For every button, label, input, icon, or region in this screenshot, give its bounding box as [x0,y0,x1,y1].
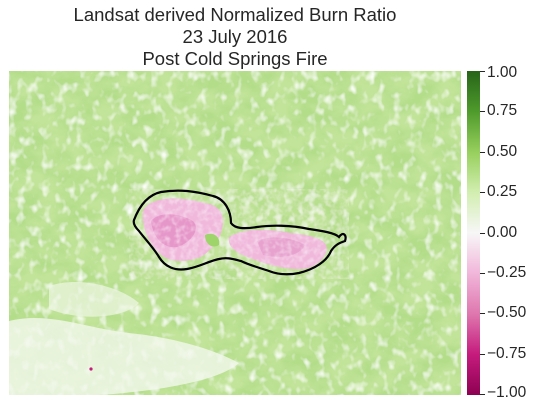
colorbar-tick-label: −1.00 [487,384,527,401]
colorbar-tick [480,394,485,395]
title-line-3: Post Cold Springs Fire [142,48,328,69]
colorbar-tick [480,71,485,72]
map-svg [9,71,461,395]
pale-patch-lower [49,282,139,317]
colorbar-tick [480,192,485,194]
colorbar-tick [480,151,485,153]
colorbar-svg [467,71,480,395]
colorbar-tick-label: 0.00 [487,223,518,241]
colorbar-tick-label: 0.25 [487,183,518,201]
colorbar-tick-label: 1.00 [487,64,518,81]
colorbar-tick [480,232,485,234]
title-line-1: Landsat derived Normalized Burn Ratio [73,4,397,25]
title-line-2: 23 July 2016 [182,26,288,47]
unburned-island [205,233,220,247]
small-burn-spot [89,367,93,371]
colorbar-tick-label: −0.25 [487,263,527,281]
colorbar-tick-label: 0.75 [487,102,518,120]
colorbar-tick [480,111,485,113]
colorbar-tick [480,313,485,315]
colorbar-axis: 1.00 0.75 0.50 0.25 0.00 −0.25 −0.50 −0.75 −1.00 [480,65,538,401]
fire-perimeter [132,189,347,276]
colorbar [467,71,480,395]
colorbar-tick [480,353,485,355]
nbr-raster-map [9,71,461,395]
colorbar-tick-label: −0.75 [487,344,527,362]
colorbar-gradient [467,71,480,395]
valley-bottom-left [9,318,239,395]
colorbar-tick [480,272,485,274]
colorbar-tick-label: −0.50 [487,304,527,322]
colorbar-tick-label: 0.50 [487,142,518,160]
chart-title: Landsat derived Normalized Burn Ratio 23… [9,4,461,70]
